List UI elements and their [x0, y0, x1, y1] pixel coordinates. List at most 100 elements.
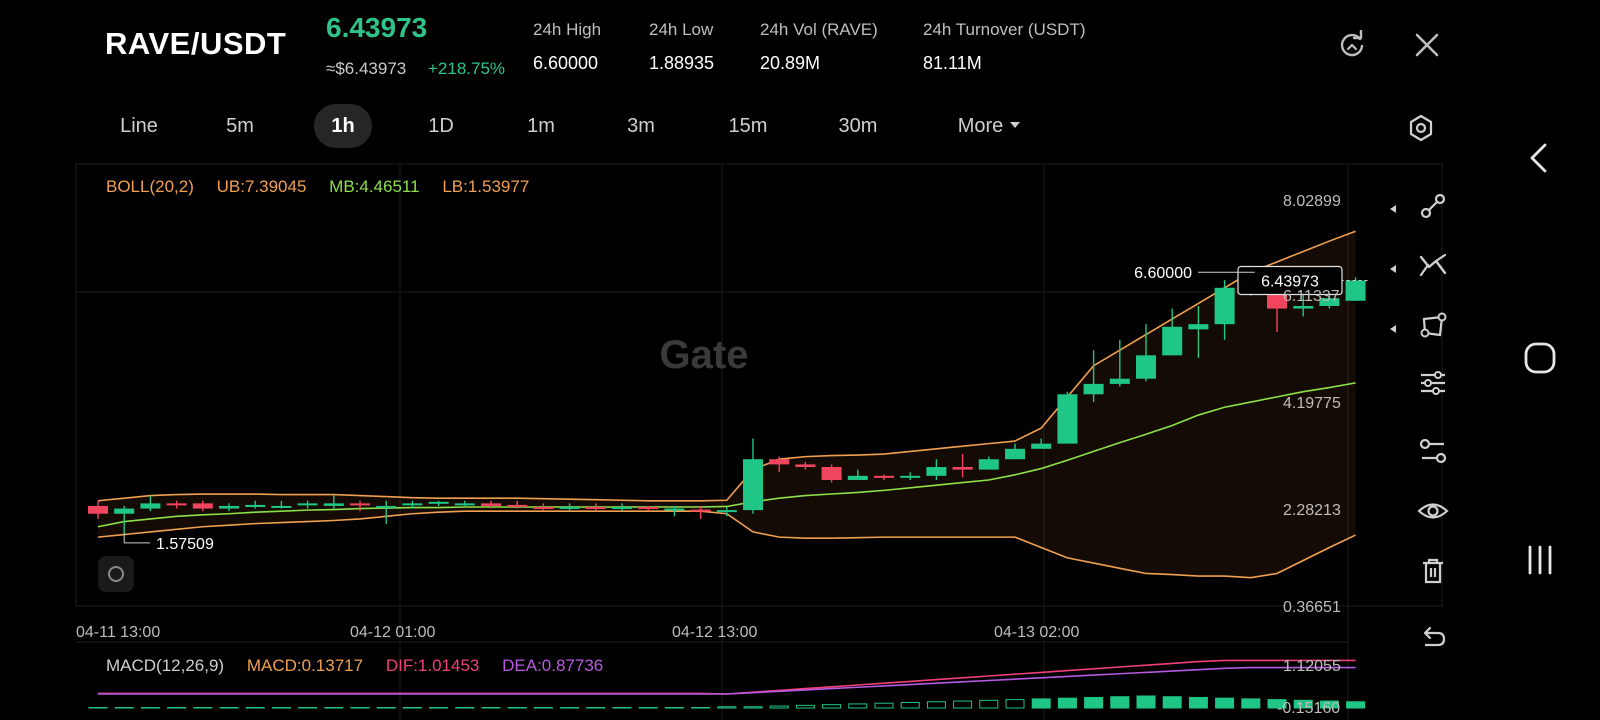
visibility-icon[interactable] [1416, 494, 1450, 528]
stat-value: 20.89M [760, 53, 821, 73]
macd-histogram-bar [926, 701, 946, 709]
tab-3m[interactable]: 3m [627, 115, 655, 137]
candle-body [114, 508, 135, 514]
drawing-line-icon[interactable] [1416, 189, 1450, 223]
candle-body [1345, 280, 1366, 301]
tab-30m[interactable]: 30m [838, 115, 878, 137]
indicator-settings-icon[interactable] [1416, 366, 1450, 400]
macd-histogram-bar [1346, 701, 1366, 709]
candle-body [638, 506, 659, 509]
tab-1m[interactable]: 1m [527, 115, 555, 137]
stat-label: 24h Vol (RAVE) [760, 20, 878, 39]
expand-arrow-icon[interactable] [1390, 325, 1396, 333]
x-tick: 04-12 13:00 [672, 624, 758, 641]
expand-arrow-icon[interactable] [1390, 205, 1396, 213]
refresh-icon[interactable] [1337, 30, 1367, 60]
stat-label: 24h High [533, 20, 602, 39]
candle-body [1109, 378, 1130, 384]
settings-icon[interactable] [1406, 113, 1436, 143]
stat-volume: 24h Vol (RAVE) 20.89M [760, 20, 878, 74]
undo-icon[interactable] [1416, 621, 1450, 655]
tab-1d[interactable]: 1D [428, 115, 454, 137]
macd-histogram-bar [769, 705, 789, 709]
macd-histogram-bar [743, 706, 763, 709]
candle-body [664, 508, 685, 511]
chart-tool-icon [108, 566, 124, 582]
tab-more[interactable]: More [948, 104, 1030, 148]
candle-body [612, 506, 632, 509]
macd-dif: DIF:1.01453 [385, 656, 480, 675]
recents-icon[interactable] [1515, 535, 1565, 585]
candle-body [271, 505, 292, 508]
boll-band-fill [98, 231, 1356, 578]
stat-value: 1.88935 [649, 53, 715, 73]
boll-name: BOLL(20,2) [106, 177, 194, 196]
candle-body [690, 509, 711, 512]
candle-body [1293, 305, 1314, 309]
tab-line[interactable]: Line [120, 115, 158, 137]
delete-icon[interactable] [1416, 554, 1450, 588]
tab-15m[interactable]: 15m [728, 115, 768, 137]
macd-histogram-bar [979, 699, 999, 709]
chart-tool-button [98, 556, 134, 592]
macd-histogram-bar [1136, 695, 1156, 709]
macd-dea-line [98, 666, 1356, 695]
candle-body [1188, 324, 1209, 330]
y-tick: 6.11337 [1283, 288, 1340, 305]
home-icon[interactable] [1515, 333, 1565, 383]
boll-ub: UB:7.39045 [216, 177, 307, 196]
candle-body [900, 475, 921, 478]
trend-icon[interactable] [1416, 249, 1450, 283]
price-change: +218.75% [428, 59, 506, 78]
macd-histogram-bar [1267, 699, 1287, 709]
stat-label: 24h Low [649, 20, 714, 39]
macd-legend: MACD(12,26,9) MACD:0.13717 DIF:1.01453 D… [106, 656, 621, 676]
boll-mb: MB:4.46511 [329, 177, 420, 196]
candle-body [481, 503, 501, 506]
candle-body [559, 506, 580, 509]
candle-body [219, 505, 239, 509]
x-tick: 04-11 13:00 [76, 624, 161, 641]
macd-tick: -0.15160 [1277, 700, 1341, 717]
macd-histogram-bar [1057, 697, 1077, 709]
candle-body [323, 503, 344, 506]
candle-body [428, 501, 449, 504]
chevron-down-icon [1010, 121, 1021, 128]
candle-body [402, 503, 423, 506]
macd-dea: DEA:0.87736 [502, 656, 604, 675]
candle-body [769, 459, 790, 465]
candle-body [1083, 383, 1104, 395]
candle-body [1319, 298, 1340, 306]
macd-histogram-bar [900, 701, 920, 709]
tab-more-label: More [957, 115, 1004, 137]
candlestick-chart[interactable]: Gate 6.43973 6.60000 1.57509 [0, 0, 1480, 720]
stat-turnover: 24h Turnover (USDT) 81.11M [923, 20, 1086, 74]
candle-body [874, 475, 894, 478]
tab-5m[interactable]: 5m [226, 115, 254, 137]
back-icon[interactable] [1515, 133, 1565, 183]
macd-histogram-bar [1031, 698, 1051, 709]
expand-arrow-icon[interactable] [1390, 265, 1396, 273]
candle-body [743, 459, 763, 511]
close-icon[interactable] [1412, 30, 1442, 60]
candle-body [847, 475, 868, 480]
candle-body [1136, 355, 1156, 379]
last-price: 6.43973 [326, 12, 428, 43]
macd-tick: 1.12055 [1283, 658, 1341, 675]
boll-lb: LB:1.53977 [442, 177, 530, 196]
y-tick: 0.36651 [1283, 599, 1341, 616]
macd-histogram-bar [1188, 696, 1208, 709]
y-tick: 2.28213 [1283, 502, 1341, 519]
candle-body [454, 503, 475, 506]
shape-icon[interactable] [1416, 309, 1450, 343]
macd-histogram-bar [1215, 697, 1235, 709]
tab-1h[interactable]: 1h [314, 104, 372, 148]
candle-body [1057, 394, 1078, 444]
candle-body [978, 459, 999, 470]
candle-body [1005, 448, 1025, 460]
macd-histogram-bar [717, 706, 737, 709]
pair-title: RAVE/USDT [105, 26, 287, 61]
candle-body [795, 464, 816, 468]
current-price-box [1237, 265, 1343, 296]
compare-icon[interactable] [1416, 434, 1450, 468]
